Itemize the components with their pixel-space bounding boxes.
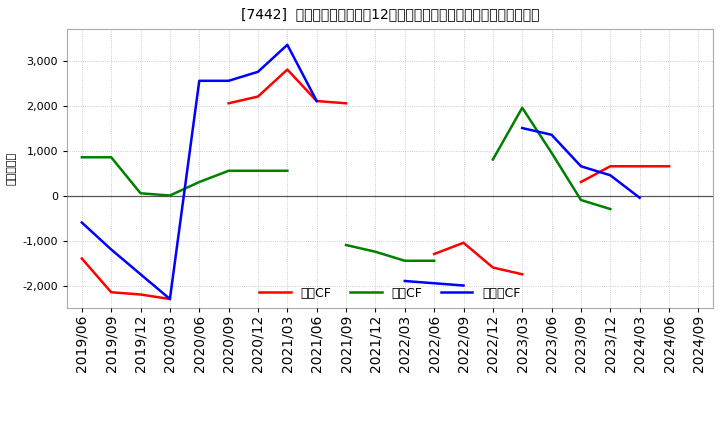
フリーCF bbox=[283, 42, 292, 48]
投資CF bbox=[78, 154, 86, 160]
フリーCF bbox=[78, 220, 86, 225]
Line: 営業CF: 営業CF bbox=[82, 259, 170, 299]
投資CF bbox=[283, 168, 292, 173]
フリーCF bbox=[312, 99, 321, 104]
フリーCF bbox=[166, 297, 174, 302]
投資CF bbox=[253, 168, 262, 173]
営業CF bbox=[107, 290, 115, 295]
投資CF bbox=[166, 193, 174, 198]
投資CF bbox=[225, 168, 233, 173]
Title: [7442]  キャッシュフローの12か月移動合計の対前年同期増減額の推移: [7442] キャッシュフローの12か月移動合計の対前年同期増減額の推移 bbox=[241, 7, 539, 21]
Legend: 営業CF, 投資CF, フリーCF: 営業CF, 投資CF, フリーCF bbox=[254, 282, 526, 304]
営業CF bbox=[166, 297, 174, 302]
Line: 投資CF: 投資CF bbox=[82, 157, 287, 195]
フリーCF bbox=[195, 78, 204, 84]
営業CF bbox=[136, 292, 145, 297]
フリーCF bbox=[253, 69, 262, 74]
投資CF bbox=[195, 180, 204, 185]
フリーCF bbox=[107, 247, 115, 252]
投資CF bbox=[107, 154, 115, 160]
Y-axis label: （百万円）: （百万円） bbox=[7, 152, 17, 185]
フリーCF bbox=[225, 78, 233, 84]
Line: フリーCF: フリーCF bbox=[82, 45, 317, 299]
営業CF bbox=[78, 256, 86, 261]
フリーCF bbox=[136, 271, 145, 277]
投資CF bbox=[136, 191, 145, 196]
